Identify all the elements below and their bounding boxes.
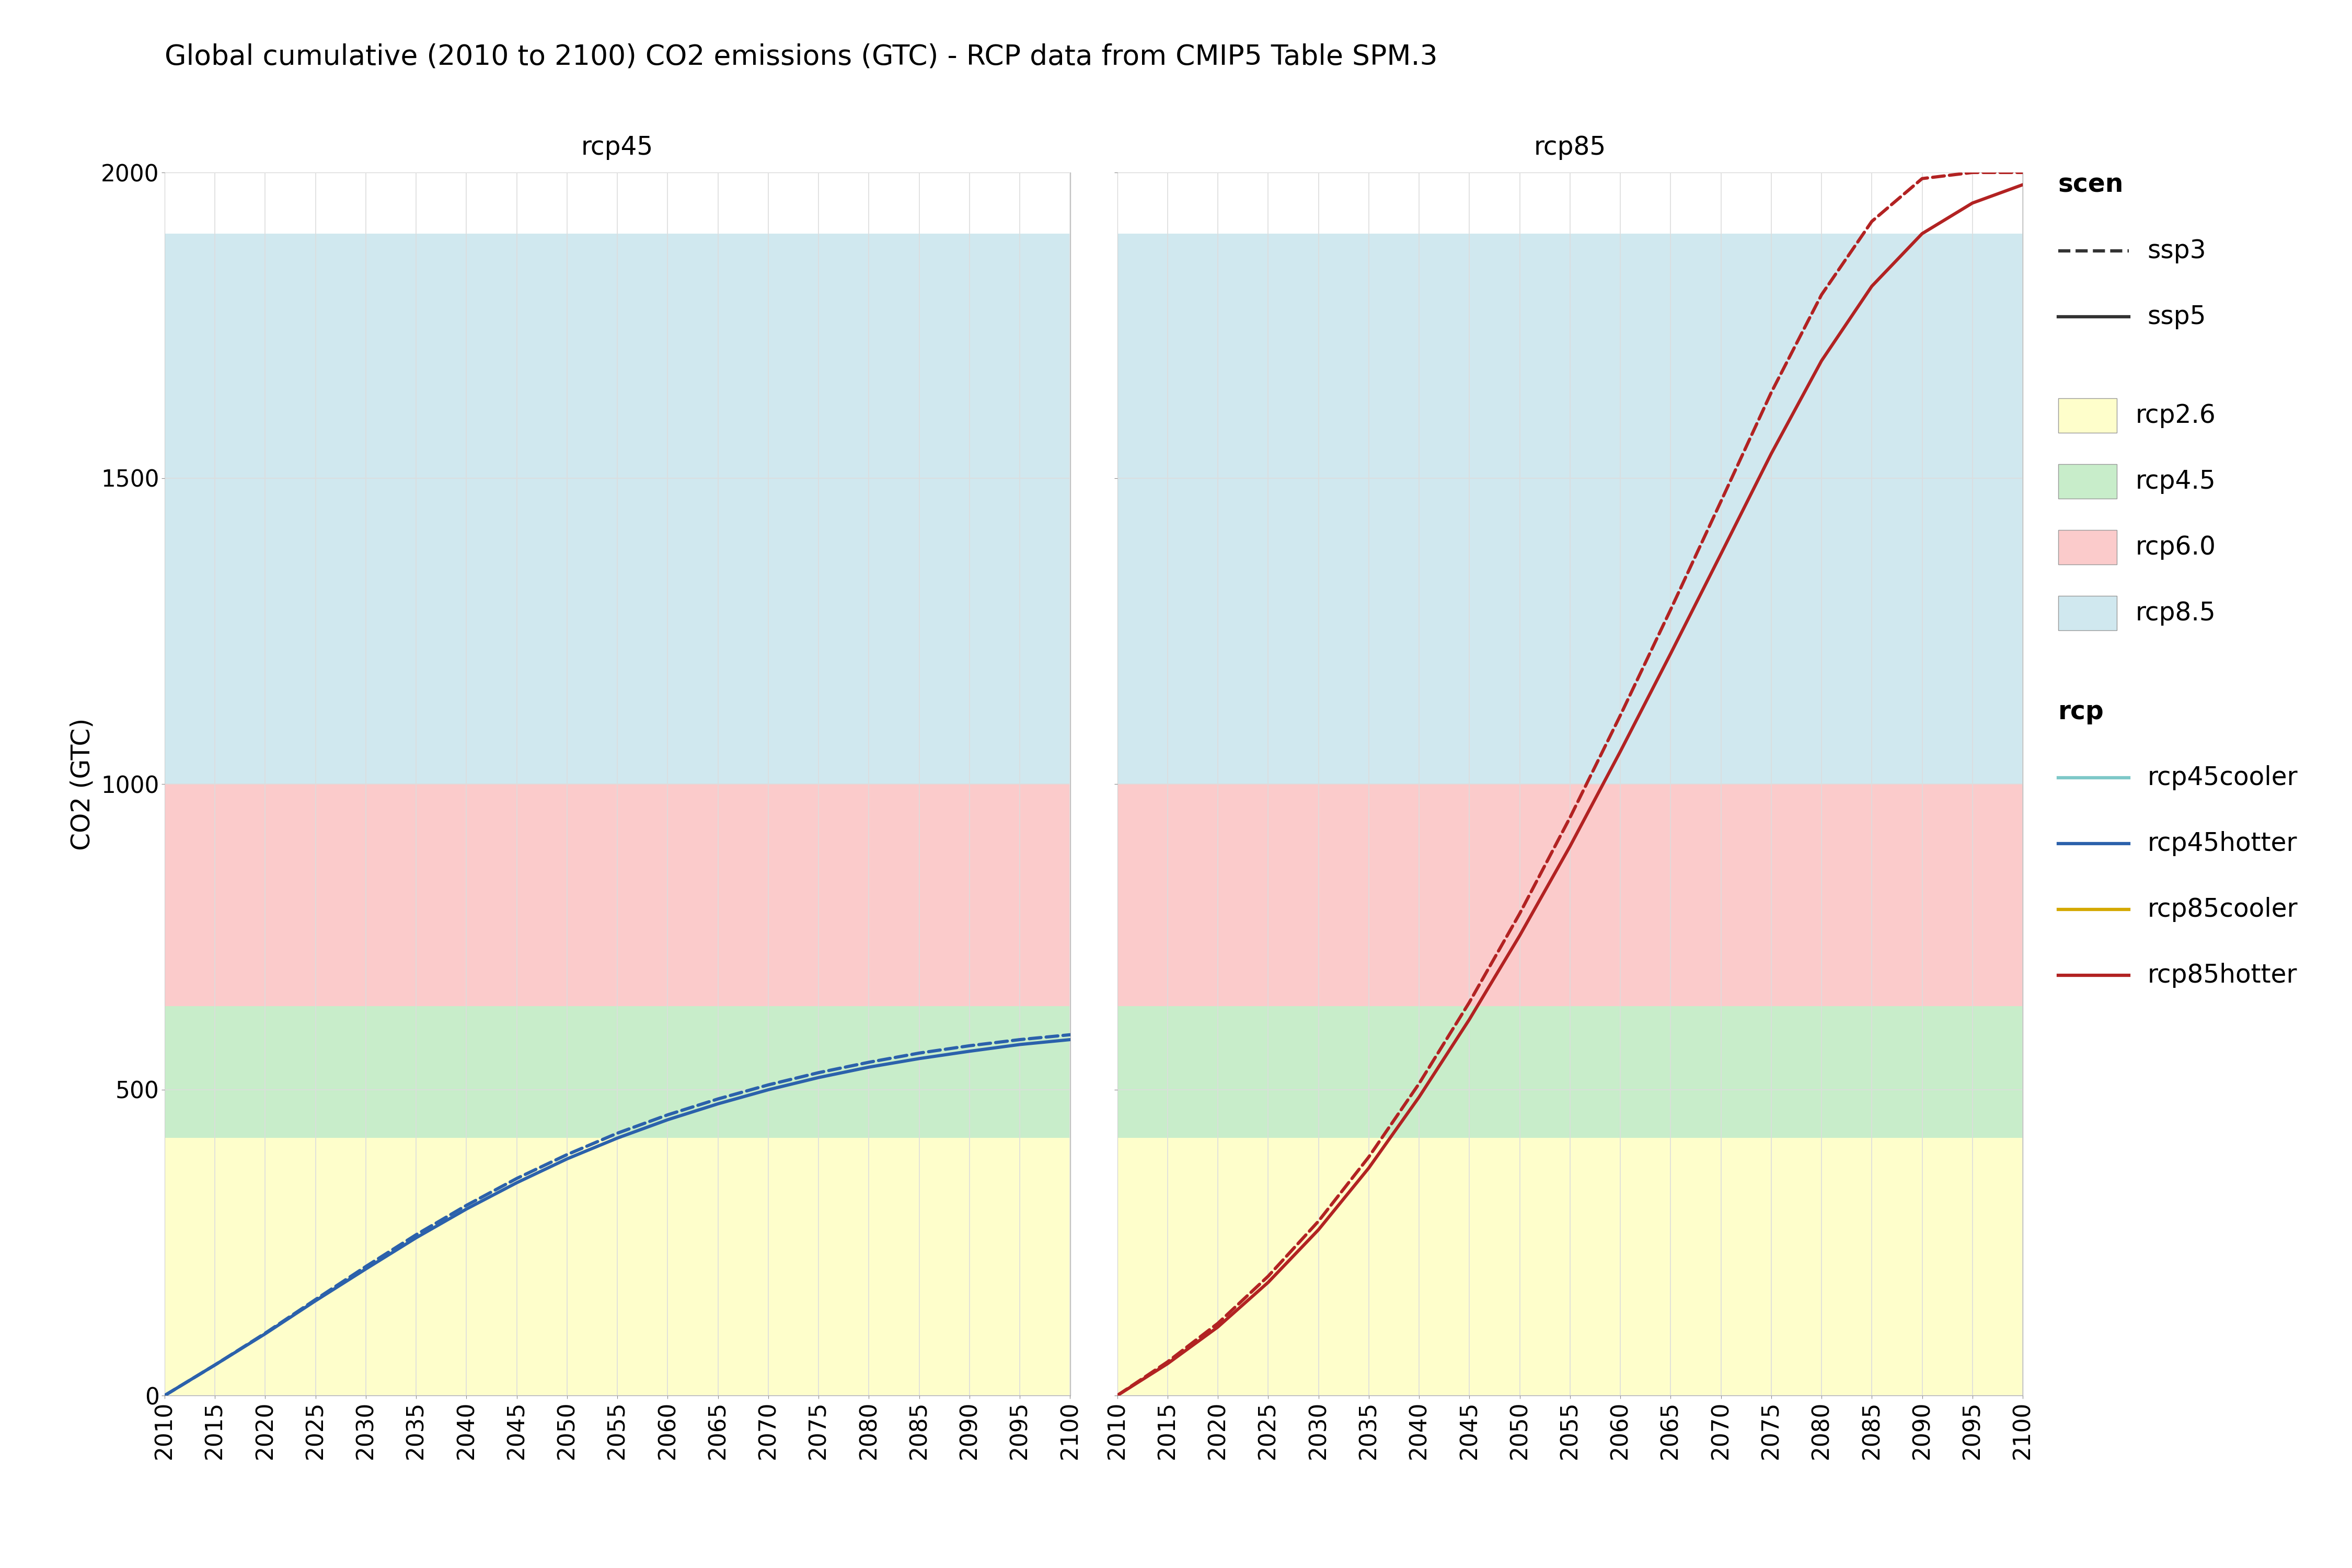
- Text: rcp45hotter: rcp45hotter: [2147, 831, 2298, 856]
- Bar: [165, 234, 1070, 784]
- Text: rcp85: rcp85: [1534, 135, 1606, 160]
- Text: rcp85hotter: rcp85hotter: [2147, 963, 2298, 988]
- Text: ssp3: ssp3: [2147, 238, 2206, 263]
- Text: rcp6.0: rcp6.0: [2136, 535, 2216, 560]
- Text: rcp4.5: rcp4.5: [2136, 469, 2216, 494]
- Bar: [1117, 1138, 2023, 1396]
- Text: ssp5: ssp5: [2147, 304, 2206, 329]
- Text: rcp85cooler: rcp85cooler: [2147, 897, 2298, 922]
- Text: rcp45cooler: rcp45cooler: [2147, 765, 2298, 790]
- Text: rcp: rcp: [2058, 699, 2105, 724]
- Text: rcp45: rcp45: [581, 135, 654, 160]
- Text: rcp8.5: rcp8.5: [2136, 601, 2216, 626]
- Bar: [165, 1007, 1070, 1138]
- Text: scen: scen: [2058, 172, 2124, 198]
- Text: Global cumulative (2010 to 2100) CO2 emissions (GTC) - RCP data from CMIP5 Table: Global cumulative (2010 to 2100) CO2 emi…: [165, 44, 1437, 71]
- Text: rcp2.6: rcp2.6: [2136, 403, 2216, 428]
- Bar: [165, 784, 1070, 1007]
- Bar: [165, 1138, 1070, 1396]
- Bar: [1117, 1007, 2023, 1138]
- Bar: [1117, 784, 2023, 1007]
- Bar: [1117, 234, 2023, 784]
- Y-axis label: CO2 (GTC): CO2 (GTC): [71, 718, 94, 850]
